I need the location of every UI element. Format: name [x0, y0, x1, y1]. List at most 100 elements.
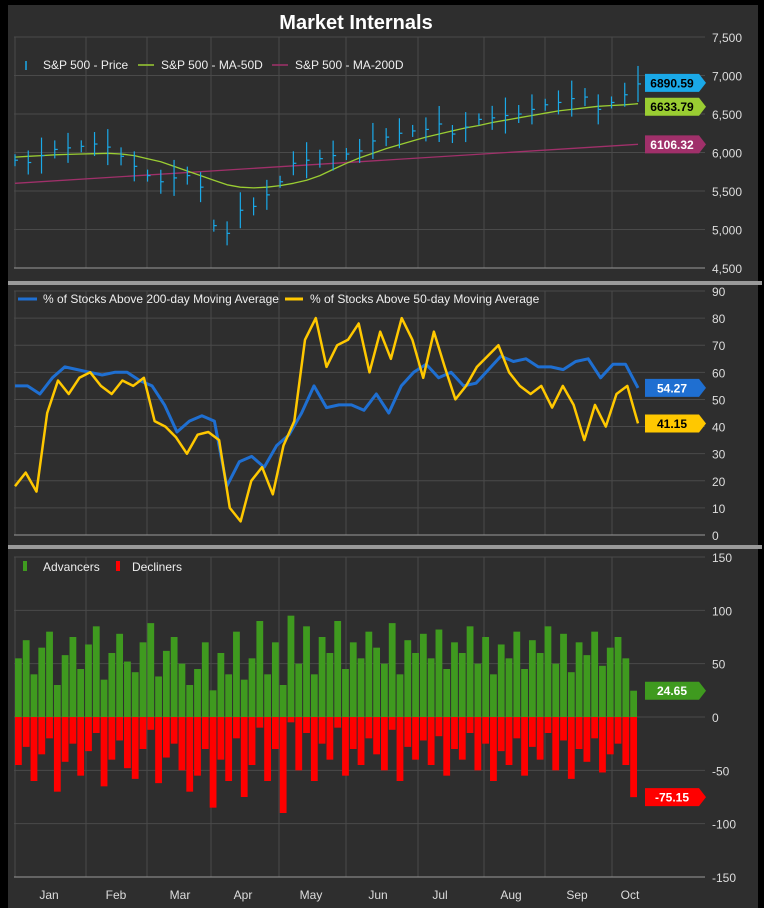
decliners-bar: [92, 717, 100, 733]
decliners-bar: [155, 717, 162, 784]
advancers-bar: [201, 642, 209, 717]
panel-divider[interactable]: [8, 281, 762, 285]
advancers-bar: [170, 637, 178, 717]
decliners-bar: [225, 717, 233, 781]
decliners-bar: [575, 717, 583, 749]
decliners-bar: [15, 717, 22, 765]
value-tag: [645, 73, 706, 92]
decliners-bar: [233, 717, 240, 739]
decliners-bar: [528, 717, 536, 747]
decliners-bar: [419, 717, 427, 741]
advancers-bar: [318, 637, 326, 717]
advancers-bar: [567, 672, 575, 717]
value-tag-label: 24.65: [657, 684, 687, 698]
value-tag: [645, 135, 706, 154]
advancers-bar: [606, 647, 614, 717]
decliners-bar: [435, 717, 443, 737]
y-tick-label: 10: [712, 502, 726, 516]
decliners-bar: [162, 717, 170, 758]
advancers-bar: [388, 623, 396, 717]
legend-decliners: Decliners: [132, 560, 182, 574]
decliners-bar: [100, 717, 108, 787]
decliners-bar: [264, 717, 271, 781]
decliners-bar: [22, 717, 30, 747]
advancers-bar: [513, 631, 521, 717]
decliners-bar: [342, 717, 349, 776]
advancers-bar: [497, 644, 505, 717]
advancers-bar: [271, 642, 279, 717]
decliners-bar: [77, 717, 85, 776]
advancers-bar: [264, 674, 271, 717]
decliners-bar: [497, 717, 505, 752]
decliners-bar: [567, 717, 575, 779]
advancers-bar: [295, 663, 303, 717]
x-tick-label-month: Oct: [621, 888, 640, 902]
decliners-bar: [170, 717, 178, 744]
advancers-bar: [381, 663, 388, 717]
decliners-bar: [583, 717, 591, 762]
x-tick-label-month: Feb: [106, 888, 127, 902]
value-tag-label: -75.15: [655, 791, 689, 805]
decliners-bar: [591, 717, 599, 739]
panel-divider[interactable]: [8, 545, 762, 549]
decliners-bar: [131, 717, 139, 779]
y-tick-label: 100: [712, 604, 732, 618]
legend-advancers: Advancers: [43, 560, 100, 574]
decliners-bar: [38, 717, 46, 755]
value-tag-label: 54.27: [657, 381, 687, 395]
y-tick-label: 4,500: [712, 262, 742, 276]
advancers-legend-icon: [23, 561, 27, 571]
decliners-bar: [381, 717, 388, 771]
decliners-bar: [248, 717, 256, 765]
decliners-bar: [116, 717, 124, 741]
decliners-bar: [357, 717, 365, 765]
decliners-bar: [451, 717, 458, 749]
advancers-bar: [490, 674, 497, 717]
x-tick-label-month: Apr: [234, 888, 253, 902]
y-tick-label: 40: [712, 421, 726, 435]
decliners-bar: [318, 717, 326, 744]
x-tick-label-month: Sep: [566, 888, 588, 902]
advancers-bar: [77, 669, 85, 717]
advancers-bar: [15, 658, 22, 717]
value-tag: [645, 97, 706, 116]
decliners-bar: [427, 717, 435, 765]
advancers-bar: [147, 623, 155, 717]
x-tick-label-month: Mar: [170, 888, 191, 902]
advancers-bar: [357, 658, 365, 717]
advancers-bar: [427, 658, 435, 717]
decliners-bar: [536, 717, 544, 760]
y-tick-label: 80: [712, 312, 726, 326]
price-legend: S&P 500 - Price S&P 500 - MA-50D S&P 500…: [25, 58, 404, 72]
value-tag: [645, 378, 706, 397]
decliners-bar: [474, 717, 482, 771]
decliners-bar: [186, 717, 194, 792]
decliners-bar: [365, 717, 373, 739]
y-tick-label: 0: [712, 711, 719, 725]
advancers-bar: [116, 633, 124, 717]
advancers-bar: [69, 637, 77, 717]
value-tag-label: 6106.32: [650, 138, 694, 152]
decliners-bar: [458, 717, 466, 760]
advancers-bar: [46, 631, 53, 717]
breadth-legend: % of Stocks Above 200-day Moving Average…: [18, 292, 540, 306]
decliners-bar: [599, 717, 606, 773]
advancers-bar: [396, 674, 404, 717]
decliners-bar: [295, 717, 303, 771]
advancers-bar: [248, 658, 256, 717]
decliners-bar: [326, 717, 334, 760]
decliners-bar: [178, 717, 186, 771]
advancers-bar: [303, 626, 310, 717]
advancers-bar: [505, 658, 513, 717]
decliners-bar: [482, 717, 490, 744]
decliners-bar: [622, 717, 630, 765]
advancers-bar: [100, 679, 108, 717]
advancers-bar: [466, 626, 474, 717]
decliners-bar: [334, 717, 342, 728]
advancers-bar: [373, 647, 381, 717]
advancers-bar: [583, 655, 591, 717]
decliners-bar: [614, 717, 622, 744]
pct-above-50d-line: [14, 316, 640, 523]
decliners-bar: [466, 717, 474, 733]
